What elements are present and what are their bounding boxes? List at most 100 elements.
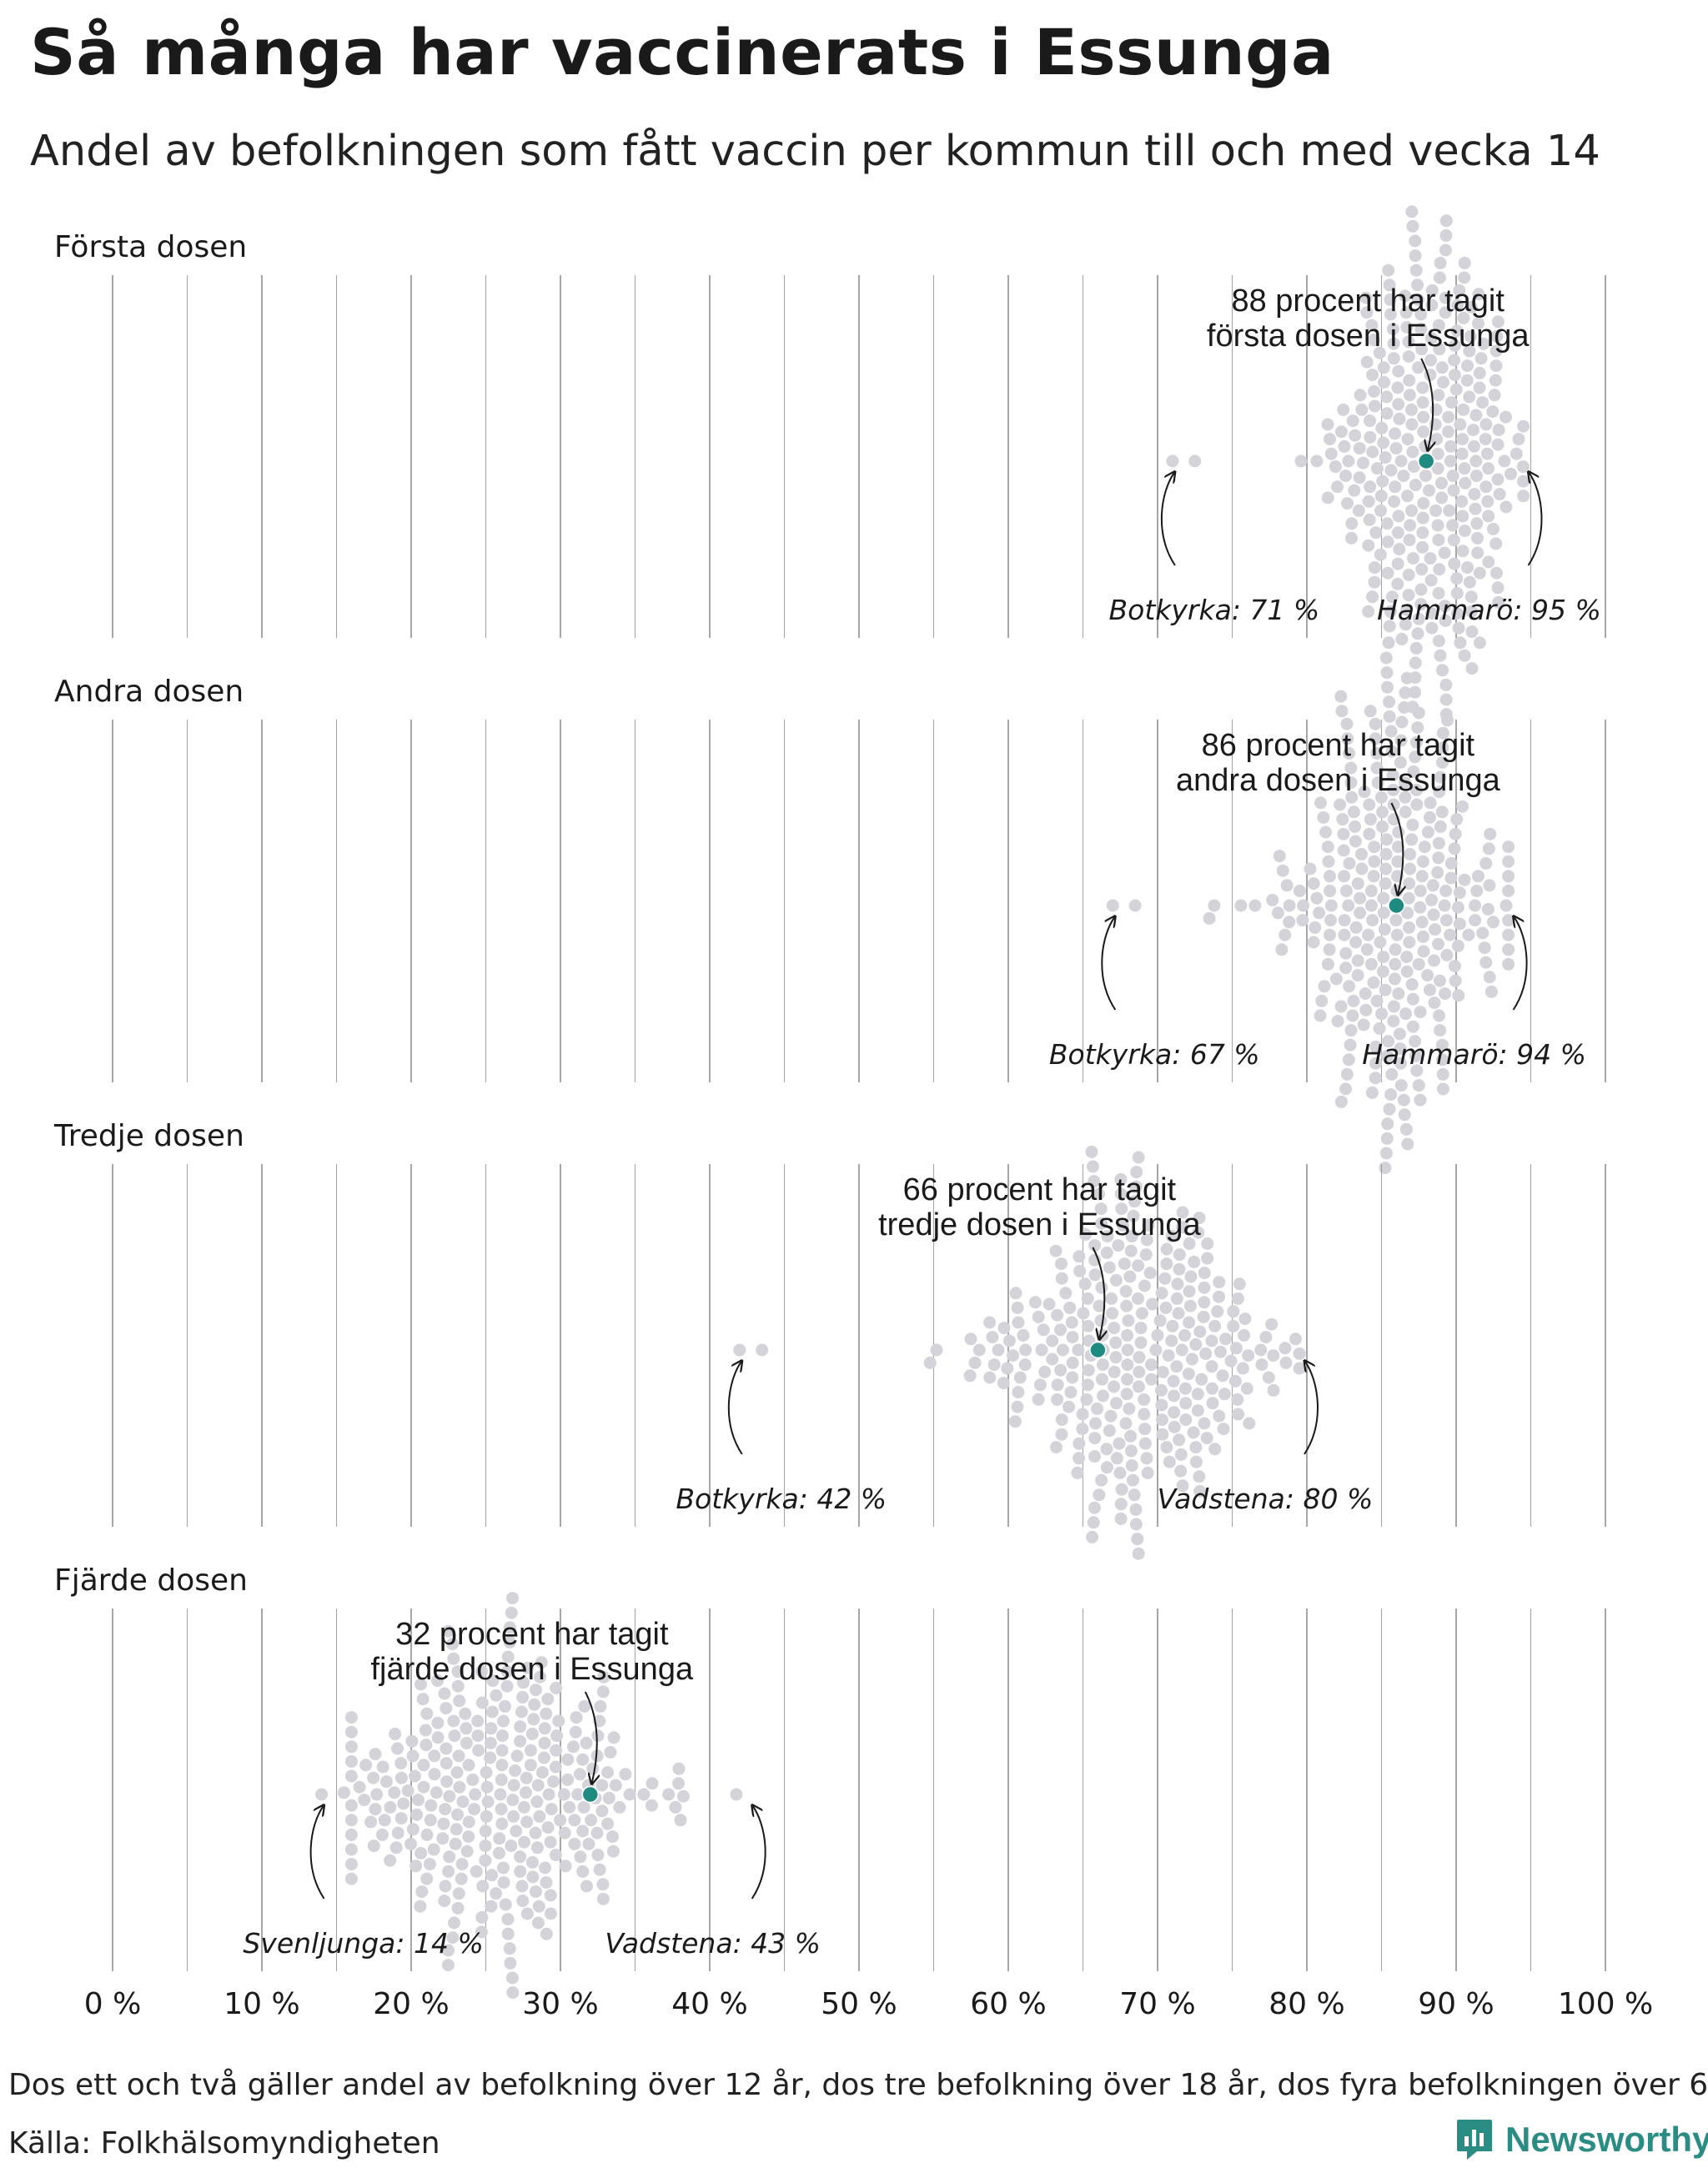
municipality-dot — [992, 1343, 1005, 1357]
municipality-dot — [549, 1760, 562, 1774]
municipality-dot — [1379, 1147, 1393, 1160]
municipality-dot — [510, 1824, 523, 1838]
municipality-dot — [1439, 228, 1453, 242]
municipality-dot — [1121, 1328, 1134, 1342]
municipality-dot — [1365, 1086, 1379, 1099]
municipality-dot — [1391, 841, 1404, 854]
x-tick-label: 100 % — [1558, 1987, 1653, 2021]
municipality-dot — [1362, 494, 1375, 508]
municipality-dot — [448, 1729, 461, 1743]
municipality-dot — [443, 1850, 456, 1864]
municipality-dot — [1329, 460, 1342, 474]
municipality-dot — [1139, 1248, 1153, 1262]
municipality-dot — [1481, 902, 1494, 916]
municipality-dot — [475, 1665, 488, 1679]
municipality-dot — [379, 1775, 393, 1789]
municipality-dot — [1386, 323, 1399, 336]
municipality-dot — [528, 1698, 541, 1711]
municipality-dot — [595, 1779, 609, 1792]
municipality-dot — [1377, 891, 1390, 905]
municipality-dot — [1189, 1455, 1203, 1468]
municipality-dot — [1490, 329, 1504, 343]
municipality-dot — [1205, 1360, 1218, 1373]
municipality-dot — [1412, 957, 1425, 971]
municipality-dot — [1491, 581, 1505, 595]
municipality-dot — [1389, 442, 1403, 455]
municipality-dot — [1469, 899, 1482, 912]
municipality-dot — [1208, 1319, 1222, 1332]
municipality-dot — [1404, 403, 1418, 416]
municipality-dot — [1434, 1024, 1447, 1037]
municipality-dot — [1128, 1488, 1141, 1502]
municipality-dot — [1193, 1484, 1207, 1498]
municipality-dot — [1352, 504, 1365, 517]
essunga-dot — [581, 1785, 600, 1804]
municipality-dot — [1124, 1444, 1138, 1458]
municipality-dot — [1383, 279, 1396, 292]
municipality-dot — [389, 1841, 403, 1854]
municipality-dot — [485, 1900, 498, 1913]
municipality-dot — [1165, 1230, 1178, 1243]
municipality-dot — [1128, 1195, 1141, 1208]
municipality-dot — [1375, 421, 1389, 434]
municipality-dot — [401, 1784, 414, 1798]
municipality-dot — [1433, 1009, 1446, 1022]
municipality-dot — [1278, 928, 1292, 941]
municipality-dot — [1033, 1378, 1047, 1392]
municipality-dot — [1473, 366, 1486, 379]
municipality-dot — [481, 1795, 495, 1809]
municipality-dot — [1066, 1356, 1079, 1369]
municipality-dot — [1140, 1452, 1153, 1465]
municipality-dot — [1101, 1230, 1114, 1243]
brand-logo[interactable]: Newsworthy — [1455, 2118, 1708, 2161]
municipality-dot — [1387, 798, 1400, 811]
municipality-dot — [468, 1803, 481, 1816]
municipality-dot — [1343, 746, 1356, 760]
municipality-dot — [596, 1685, 610, 1699]
municipality-dot — [497, 1714, 510, 1728]
municipality-dot — [1389, 427, 1402, 440]
min-label: Botkyrka: 42 % — [676, 1483, 887, 1515]
municipality-dot — [471, 1729, 485, 1743]
municipality-dot — [1434, 649, 1447, 662]
municipality-dot — [963, 1369, 977, 1383]
municipality-dot — [1464, 300, 1478, 314]
municipality-dot — [1382, 263, 1395, 277]
municipality-dot — [1491, 473, 1505, 486]
municipality-dot — [1424, 574, 1438, 587]
municipality-dot — [1370, 761, 1384, 775]
municipality-dot — [573, 1768, 586, 1781]
municipality-dot — [1248, 899, 1262, 912]
municipality-dot — [1324, 899, 1338, 912]
municipality-dot — [1348, 484, 1361, 497]
municipality-dot — [1502, 914, 1515, 927]
municipality-dot — [1055, 1272, 1068, 1285]
municipality-dot — [1037, 1323, 1050, 1337]
municipality-dot — [1387, 352, 1400, 365]
municipality-dot — [1213, 1276, 1226, 1289]
municipality-dot — [1095, 1217, 1108, 1230]
municipality-dot — [1192, 1226, 1205, 1239]
municipality-dot — [1486, 522, 1500, 535]
municipality-dot — [485, 1722, 498, 1735]
municipality-dot — [1388, 972, 1401, 986]
x-tick-label: 90 % — [1418, 1987, 1494, 2021]
municipality-dot — [509, 1764, 522, 1777]
dots-group — [315, 1592, 743, 2000]
municipality-dot — [440, 1742, 453, 1755]
municipality-dot — [1168, 1406, 1181, 1419]
municipality-dot — [520, 1907, 534, 1920]
max-arrow — [1304, 1362, 1319, 1455]
municipality-dot — [1467, 439, 1480, 453]
municipality-dot — [1411, 721, 1424, 735]
municipality-dot — [1398, 700, 1411, 714]
municipality-dot — [1131, 1292, 1144, 1305]
municipality-dot — [1346, 1009, 1359, 1022]
municipality-dot — [1433, 974, 1446, 987]
municipality-dot — [462, 1759, 475, 1772]
municipality-dot — [1399, 805, 1412, 819]
municipality-dot — [1479, 418, 1493, 431]
municipality-dot — [1323, 943, 1336, 956]
municipality-dot — [1046, 1334, 1059, 1347]
